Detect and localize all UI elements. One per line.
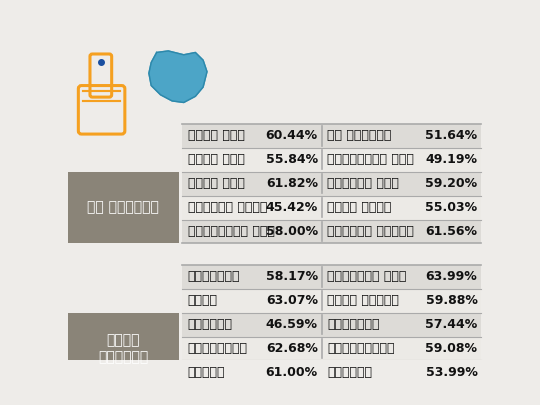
Text: 49.19%: 49.19%: [426, 153, 477, 166]
Text: नई दिल्ली: नई दिल्ली: [327, 130, 392, 143]
Text: 51.64%: 51.64%: [426, 130, 477, 143]
Text: बदरपुर: बदरपुर: [327, 366, 372, 379]
Text: नई दिल्ली: नई दिल्ली: [87, 200, 159, 215]
Text: कालकाजी: कालकाजी: [327, 318, 380, 331]
Text: विजवासन: विजवासन: [187, 271, 240, 284]
Bar: [182, 124, 481, 148]
Text: मोती नगर: मोती नगर: [187, 177, 245, 190]
Text: दिल्ली कैंट: दिल्ली कैंट: [187, 201, 267, 214]
Text: 55.84%: 55.84%: [266, 153, 318, 166]
Text: 61.56%: 61.56%: [426, 225, 477, 238]
Text: 58.17%: 58.17%: [266, 271, 318, 284]
Bar: [68, 172, 179, 243]
Text: 55.03%: 55.03%: [426, 201, 477, 214]
Text: 62.68%: 62.68%: [266, 342, 318, 355]
Text: 61.00%: 61.00%: [266, 366, 318, 379]
Text: कस्तूरबा नगर: कस्तूरबा नगर: [327, 153, 414, 166]
Polygon shape: [149, 51, 207, 102]
Text: संगम विहार: संगम विहार: [327, 294, 399, 307]
Text: ग्रेटर कैलाश: ग्रेटर कैलाश: [327, 225, 414, 238]
Bar: [182, 148, 481, 172]
Text: आंबेडकर नगर: आंबेडकर नगर: [327, 271, 407, 284]
Text: 63.99%: 63.99%: [426, 271, 477, 284]
Text: 53.99%: 53.99%: [426, 366, 477, 379]
Text: महरौली: महरौली: [187, 318, 233, 331]
Text: साउथ
दिल्ली: साउथ दिल्ली: [98, 333, 148, 364]
Bar: [182, 289, 481, 313]
Text: 61.82%: 61.82%: [266, 177, 318, 190]
Text: मालवीय नगर: मालवीय नगर: [327, 177, 399, 190]
Text: छत्तरपुर: छत्तरपुर: [187, 342, 248, 355]
Text: देवली: देवली: [187, 366, 225, 379]
Text: 57.44%: 57.44%: [425, 318, 477, 331]
Text: 58.00%: 58.00%: [266, 225, 318, 238]
Bar: [68, 313, 179, 384]
Text: 60.44%: 60.44%: [266, 130, 318, 143]
Text: 59.08%: 59.08%: [426, 342, 477, 355]
Text: 45.42%: 45.42%: [266, 201, 318, 214]
Text: 59.88%: 59.88%: [426, 294, 477, 307]
Text: पालम: पालम: [187, 294, 218, 307]
Text: 63.07%: 63.07%: [266, 294, 318, 307]
Text: करोल बाग: करोल बाग: [187, 130, 245, 143]
Bar: [182, 313, 481, 337]
Text: 59.20%: 59.20%: [426, 177, 477, 190]
Bar: [182, 337, 481, 360]
Bar: [182, 196, 481, 220]
Bar: [182, 172, 481, 196]
Text: आरके पुरम: आरके पुरम: [327, 201, 392, 214]
Text: 46.59%: 46.59%: [266, 318, 318, 331]
Bar: [182, 360, 481, 384]
Bar: [182, 220, 481, 243]
Text: पटेल नगर: पटेल नगर: [187, 153, 245, 166]
Text: तुगलकाबाद: तुगलकाबाद: [327, 342, 395, 355]
Text: राजेंद्र नगर: राजेंद्र नगर: [187, 225, 274, 238]
Bar: [182, 265, 481, 289]
